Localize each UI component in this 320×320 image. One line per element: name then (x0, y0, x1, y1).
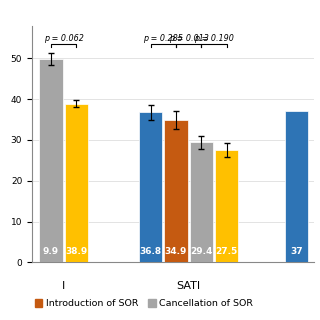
Bar (39, 59, 63, 262)
Text: p = 0.062: p = 0.062 (44, 34, 84, 43)
Text: 36.8: 36.8 (140, 247, 162, 256)
Legend: Introduction of SOR, Cancellation of SOR: Introduction of SOR, Cancellation of SOR (31, 296, 257, 312)
Text: 38.9: 38.9 (65, 247, 88, 256)
Bar (139, 112, 162, 262)
Bar (190, 142, 213, 262)
Text: I: I (62, 281, 65, 291)
Text: p = 0.190: p = 0.190 (194, 34, 234, 43)
Text: 29.4: 29.4 (190, 247, 212, 256)
Text: 9.9: 9.9 (43, 247, 59, 256)
Text: SATI: SATI (177, 281, 201, 291)
Bar (215, 150, 238, 262)
Text: 27.5: 27.5 (216, 247, 238, 256)
Text: p = 0.285: p = 0.285 (143, 34, 183, 43)
Bar (164, 120, 188, 262)
Text: 37: 37 (290, 247, 303, 256)
Bar (285, 111, 308, 262)
Text: p = 0.013: p = 0.013 (169, 34, 209, 43)
Text: 34.9: 34.9 (165, 247, 187, 256)
Bar (65, 104, 88, 262)
